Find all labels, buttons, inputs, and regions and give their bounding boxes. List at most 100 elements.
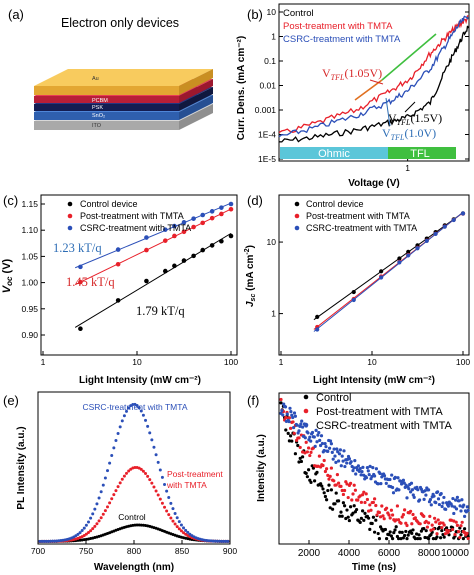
f-point bbox=[310, 464, 314, 468]
f-point bbox=[374, 503, 378, 508]
c-point bbox=[172, 233, 177, 239]
f-point bbox=[409, 490, 413, 494]
e-point bbox=[169, 501, 173, 505]
f-point bbox=[319, 434, 324, 438]
f-point bbox=[363, 500, 367, 505]
e-point bbox=[169, 516, 173, 520]
f-point bbox=[379, 482, 383, 486]
b-ytick-label: 1E-4 bbox=[258, 130, 276, 140]
f-point bbox=[431, 537, 435, 541]
c-point bbox=[219, 238, 224, 244]
f-point bbox=[329, 488, 333, 492]
e-point bbox=[222, 539, 226, 543]
e-point bbox=[82, 526, 86, 530]
e-point bbox=[131, 402, 135, 406]
f-point bbox=[308, 435, 312, 439]
f-point bbox=[341, 501, 345, 505]
f-point bbox=[334, 483, 338, 487]
legend-c-post: Post-treatment with TMTA bbox=[80, 211, 184, 221]
c-point bbox=[115, 247, 121, 252]
f-point bbox=[337, 481, 341, 485]
f-point bbox=[326, 473, 330, 477]
f-point bbox=[292, 425, 296, 430]
f-point bbox=[309, 480, 313, 484]
e-point bbox=[163, 482, 167, 486]
e-point bbox=[122, 414, 126, 418]
c-point bbox=[162, 238, 168, 243]
f-point bbox=[446, 504, 450, 508]
f-point bbox=[370, 521, 374, 526]
f-point bbox=[443, 532, 447, 536]
f-point bbox=[307, 468, 311, 472]
f-point bbox=[380, 504, 384, 508]
e-point bbox=[226, 539, 230, 543]
e-point bbox=[139, 467, 143, 471]
f-point bbox=[418, 498, 422, 502]
f-point bbox=[324, 445, 328, 449]
f-point bbox=[293, 452, 297, 456]
c-fit-line-1 bbox=[74, 208, 232, 286]
f-point bbox=[460, 498, 464, 502]
e-point bbox=[215, 539, 219, 543]
f-point bbox=[368, 464, 372, 468]
e-xtick-label: 850 bbox=[175, 546, 189, 556]
c-xtick-label: 1 bbox=[41, 357, 46, 367]
f-point bbox=[460, 520, 464, 524]
e-point bbox=[182, 531, 186, 535]
f-point bbox=[462, 503, 466, 507]
legend-c-post-marker bbox=[67, 213, 73, 219]
f-point bbox=[430, 523, 434, 527]
e-point bbox=[93, 507, 97, 511]
b-ytick-label: 1E-5 bbox=[258, 154, 276, 164]
f-point bbox=[310, 430, 315, 435]
legend-d-csrc: CSRC-treatment with TMTA bbox=[306, 223, 417, 233]
f-point bbox=[394, 525, 398, 529]
b-ytick-label: 0.01 bbox=[259, 81, 276, 91]
f-point bbox=[323, 442, 327, 446]
d-xtick-label: 100 bbox=[456, 357, 470, 367]
f-point bbox=[322, 458, 326, 463]
d-point bbox=[460, 211, 466, 216]
panel-label-e: (e) bbox=[3, 393, 19, 408]
f-point bbox=[287, 439, 291, 443]
f-point bbox=[447, 529, 451, 533]
e-point bbox=[125, 471, 129, 475]
f-point bbox=[385, 506, 389, 510]
panel-a: (a) Electron only devices Au PCBM bbox=[8, 7, 213, 130]
c-ytick-label: 1.15 bbox=[21, 199, 38, 209]
f-point bbox=[345, 482, 349, 486]
f-point bbox=[299, 422, 303, 426]
e-point bbox=[103, 509, 107, 513]
legend-f-csrc: CSRC-treatment with TMTA bbox=[316, 420, 453, 432]
f-point bbox=[404, 529, 408, 534]
f-point bbox=[337, 499, 341, 503]
d-point bbox=[424, 238, 429, 243]
e-point bbox=[165, 489, 169, 493]
d-point bbox=[315, 314, 320, 319]
e-point bbox=[93, 524, 97, 528]
c-point bbox=[219, 205, 224, 210]
f-point bbox=[391, 485, 395, 490]
f-point bbox=[436, 497, 441, 501]
arrow-vtfl-csrc bbox=[385, 97, 391, 127]
b-xlabel: Voltage (V) bbox=[348, 178, 399, 189]
c-point bbox=[144, 278, 149, 284]
f-xtick-label: 6000 bbox=[378, 548, 401, 559]
e-point bbox=[95, 502, 99, 506]
e-point bbox=[84, 532, 88, 536]
c-plot-frame bbox=[40, 194, 238, 356]
f-point bbox=[340, 488, 344, 493]
panel-label-b: (b) bbox=[247, 7, 263, 22]
layer-ito-side bbox=[34, 121, 179, 130]
f-point bbox=[428, 498, 432, 502]
d-plot-frame bbox=[278, 194, 470, 356]
f-point bbox=[401, 536, 405, 540]
e-point bbox=[213, 539, 217, 543]
c-point bbox=[228, 201, 234, 207]
f-point bbox=[459, 524, 463, 528]
b-ytick-label: 0.001 bbox=[255, 105, 277, 115]
panel-b: (b) 1E-5 1E-4 0.001 0.01 0.1 1 10 1 Ohmic TFL C… bbox=[236, 3, 470, 189]
f-point bbox=[281, 413, 285, 417]
f-point bbox=[412, 495, 416, 499]
f-point bbox=[389, 508, 393, 512]
